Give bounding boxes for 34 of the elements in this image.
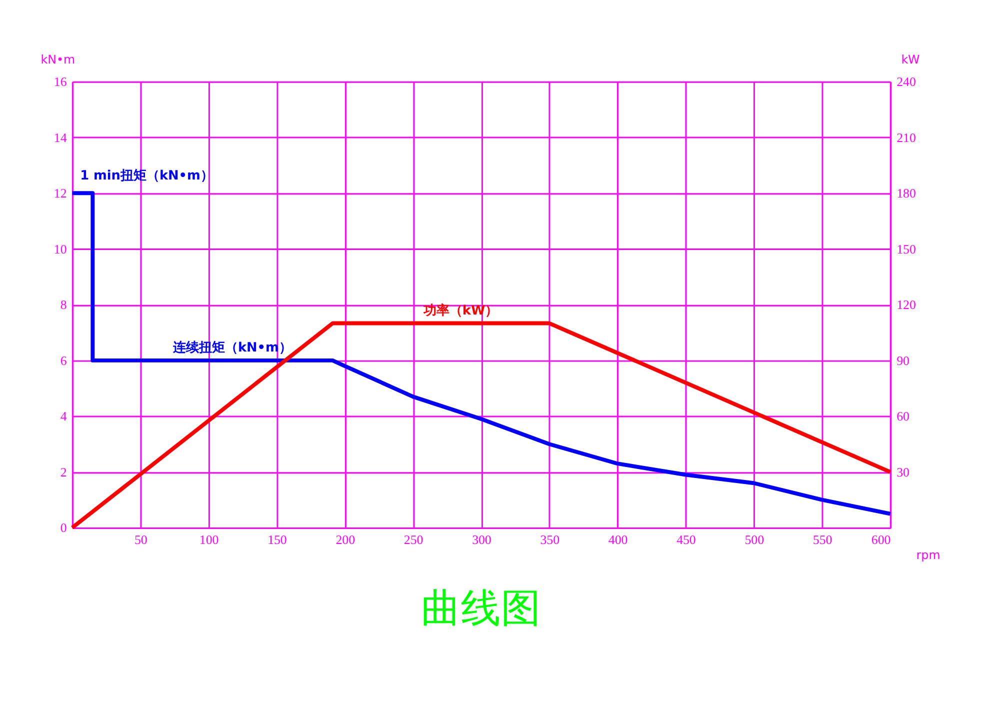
y-tick-label: 2: [60, 465, 67, 480]
x-tick-label: 150: [268, 533, 287, 548]
y2-tick-label: 240: [896, 75, 916, 90]
y-tick-label: 12: [54, 186, 67, 201]
y-tick-label: 4: [60, 410, 68, 424]
y2-tick-label: 60: [896, 410, 910, 424]
x-tick-label: 300: [472, 533, 492, 548]
x-tick-label: 350: [540, 533, 560, 548]
y2-axis-title: kW: [901, 52, 920, 66]
y-tick-label: 10: [54, 242, 67, 256]
x-tick-label: 600: [871, 533, 891, 548]
x-axis-title: rpm: [916, 548, 940, 562]
text: 曲线图: [421, 588, 542, 634]
x-tick-label: 450: [676, 533, 696, 548]
y2-tick-label: 210: [896, 130, 916, 145]
x-tick-label: 50: [134, 533, 148, 548]
y-axis-title: kN•m: [40, 52, 76, 66]
y2-tick-label: 30: [896, 465, 910, 480]
y-tick-label: 14: [54, 130, 68, 145]
x-tick-label: 550: [812, 533, 832, 548]
y-tick-label: 0: [60, 521, 67, 536]
line-series: [70, 191, 892, 516]
y2-tick-label: 90: [896, 354, 910, 368]
y2-tick-label: 120: [896, 298, 916, 312]
y-tick-label: 6: [60, 354, 68, 368]
x-tick-label: 250: [404, 533, 424, 548]
x-tick-label: 100: [199, 533, 219, 548]
x-tick-label: 400: [608, 533, 628, 548]
y-tick-label: 16: [54, 75, 68, 90]
x-tick-label: 500: [744, 533, 764, 548]
y-tick-label: 8: [60, 298, 67, 312]
y2-tick-label: 150: [896, 242, 916, 256]
y2-tick-label: 180: [896, 186, 916, 201]
x-tick-label: 200: [336, 533, 355, 548]
